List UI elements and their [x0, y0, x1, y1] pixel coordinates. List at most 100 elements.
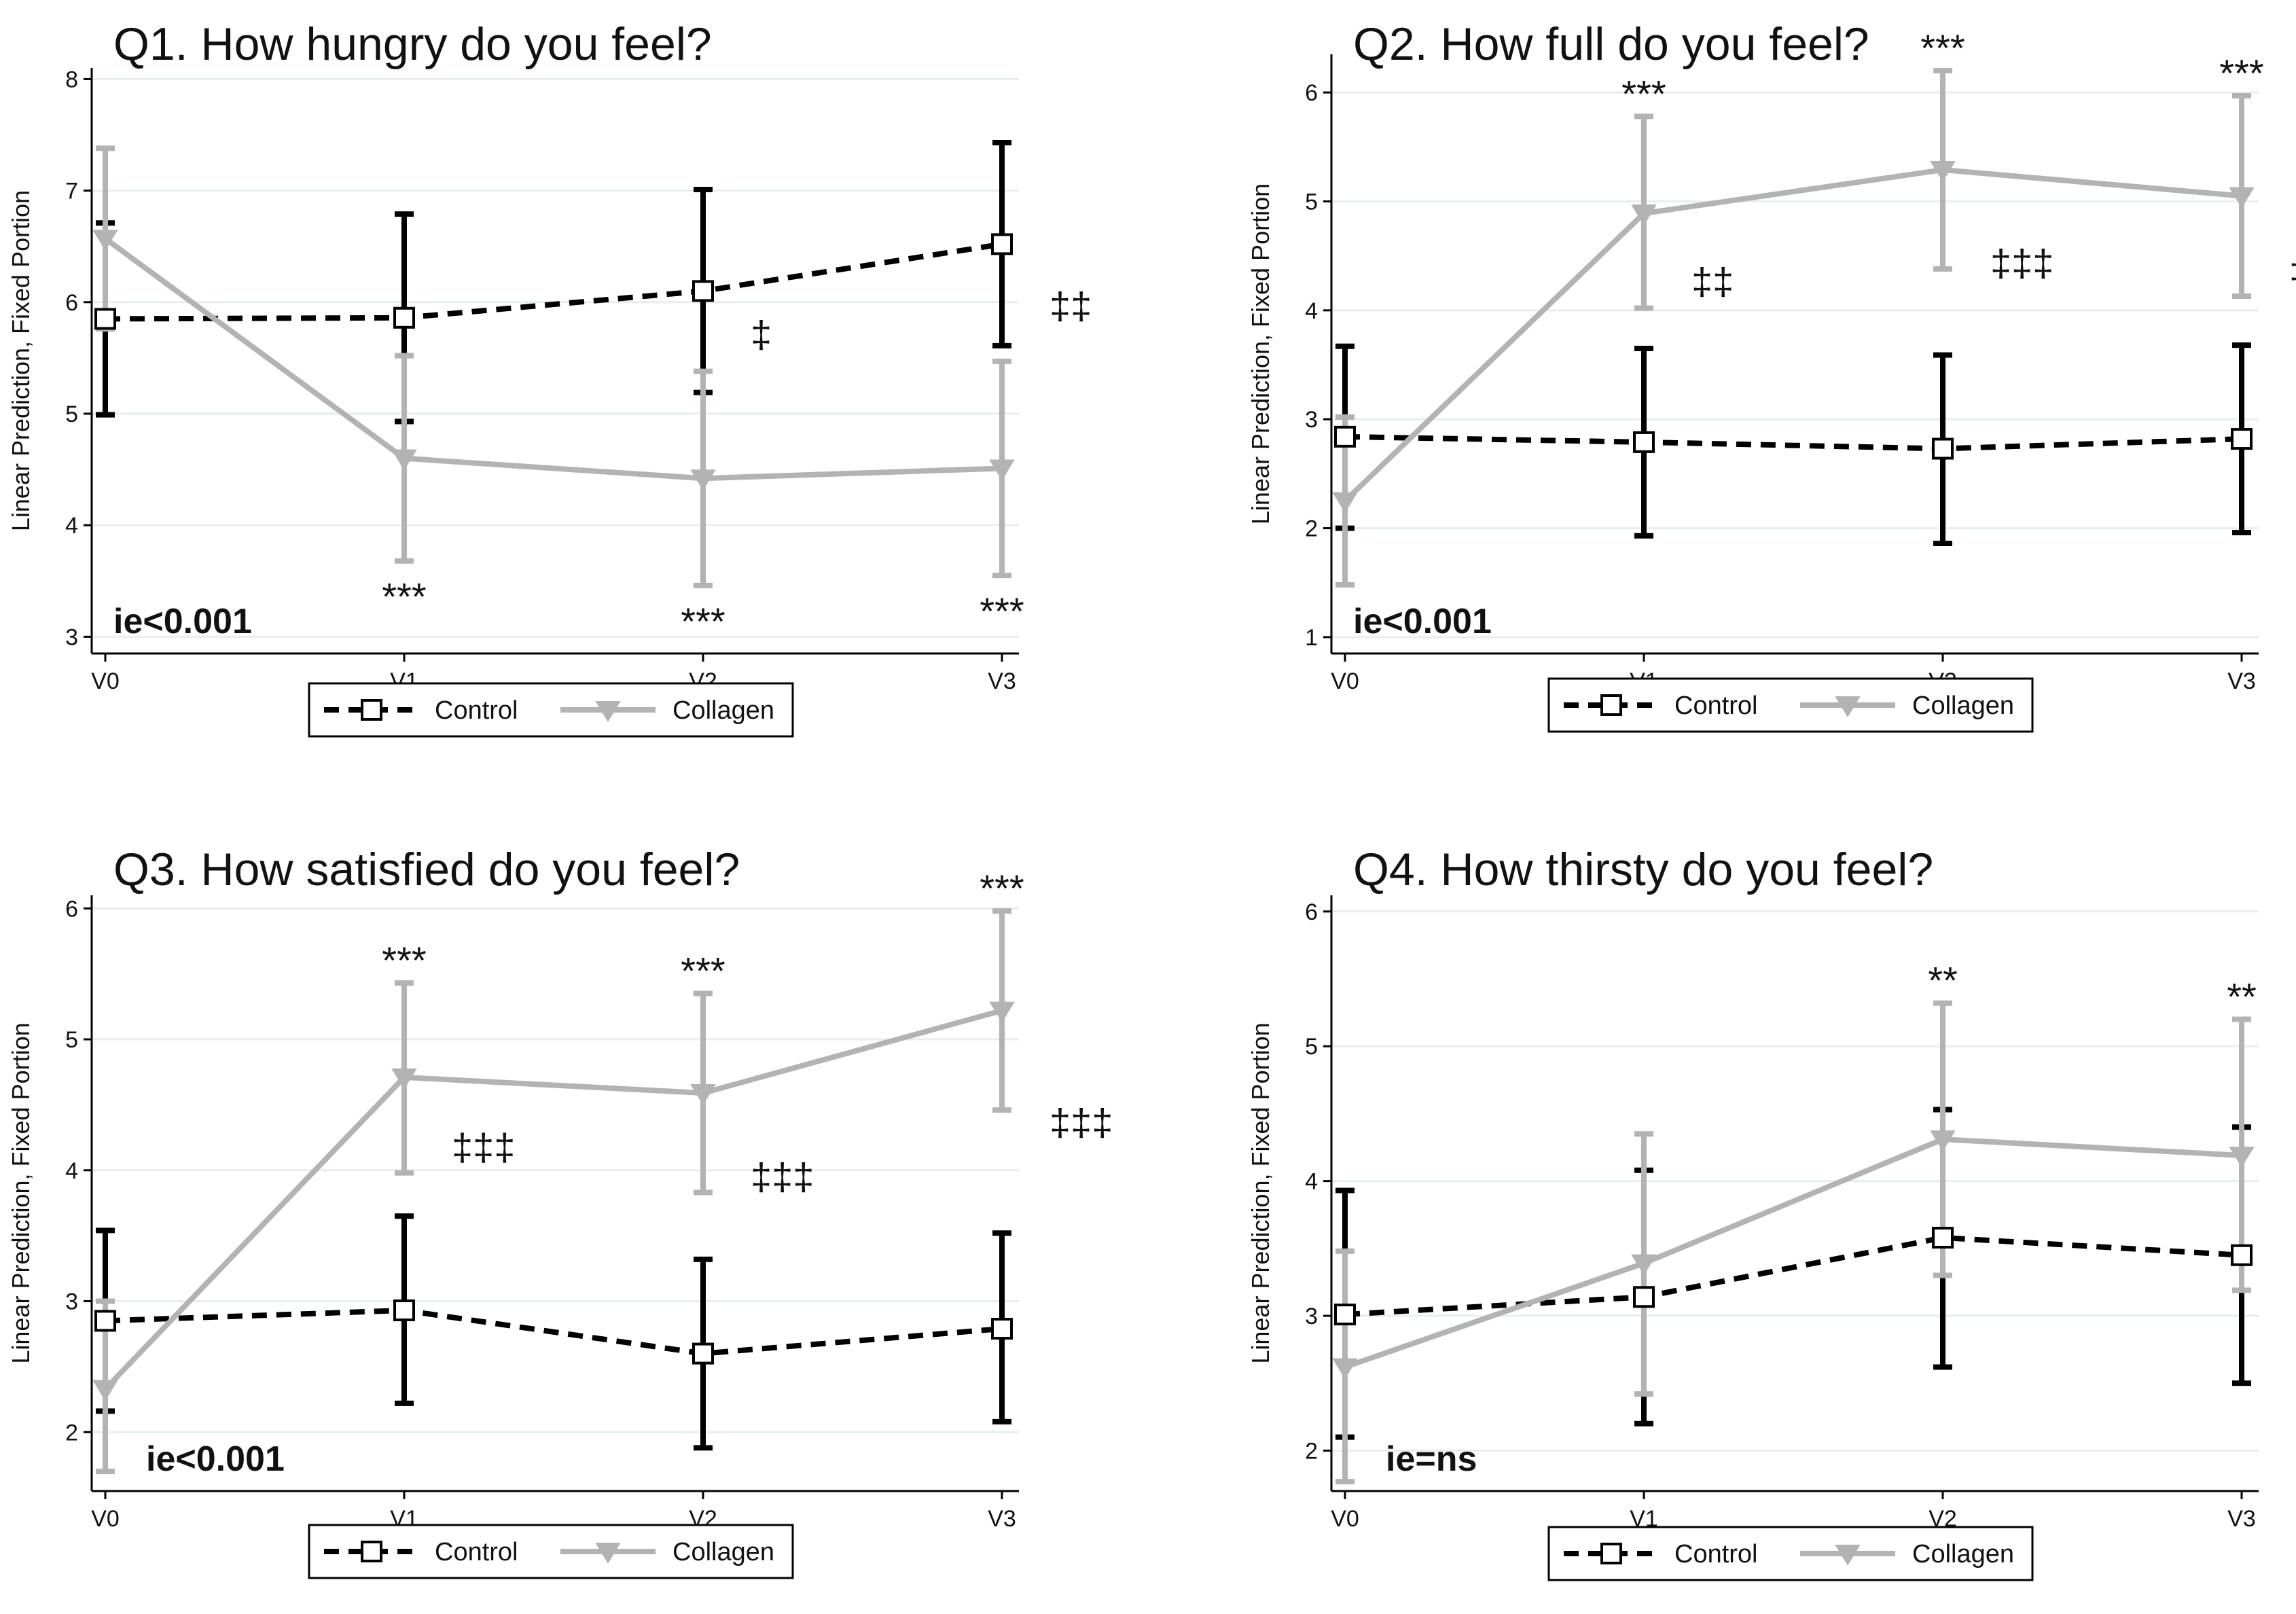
interaction-effect-label: ie<0.001: [1353, 602, 1492, 641]
panel-q3-satisfied: Q3. How satisfied do you feel? Linear Pre…: [7, 844, 1113, 1579]
y-tick-label: 5: [1305, 189, 1318, 215]
y-tick-label: 6: [65, 896, 78, 922]
legend-control-marker: [361, 699, 382, 721]
control-point: [991, 1317, 1013, 1340]
significance-stars: ***: [681, 950, 725, 992]
control-point: [692, 1342, 714, 1365]
control-series-line: [105, 241, 1003, 322]
significance-stars: ***: [1920, 26, 1965, 69]
y-tick-label: 2: [1305, 1438, 1318, 1464]
group-difference-daggers: ‡‡‡: [751, 1155, 814, 1198]
legend-collagen-label: Collagen: [672, 1538, 774, 1566]
legend-collagen-label: Collagen: [672, 696, 774, 725]
y-tick-label: 4: [1305, 298, 1318, 324]
group-difference-daggers: ‡: [751, 313, 772, 356]
x-tick-label: V3: [988, 668, 1016, 694]
x-tick-label: V0: [1331, 668, 1359, 694]
collagen-point: [690, 469, 716, 491]
legend-control-marker: [1600, 694, 1622, 716]
collagen-series-line: [103, 236, 1003, 482]
y-axis-label: Linear Prediction, Fixed Portion: [1246, 183, 1274, 524]
legend-control-marker: [1600, 1543, 1622, 1564]
collagen-point: [1930, 160, 1956, 182]
control-series-line: [1344, 433, 2242, 452]
y-tick-label: 3: [65, 624, 78, 650]
y-tick-label: 6: [1305, 80, 1318, 106]
legend-box: [308, 1524, 794, 1579]
control-point: [991, 233, 1013, 255]
collagen-point: [1332, 1358, 1358, 1380]
control-series-line: [105, 1307, 1003, 1357]
legend-control-label: Control: [1674, 1540, 1758, 1568]
collagen-point: [92, 1380, 118, 1401]
y-axis-label: Linear Prediction, Fixed Portion: [7, 190, 35, 531]
collagen-series-line: [1344, 1136, 2242, 1370]
y-tick-label: 2: [65, 1420, 78, 1446]
significance-stars: ***: [382, 939, 426, 982]
control-point: [94, 308, 116, 330]
significance-stars: ***: [2219, 52, 2263, 94]
legend-box: [1547, 677, 2034, 733]
y-tick-label: 7: [65, 179, 78, 204]
collagen-point: [2229, 187, 2255, 209]
collagen-point: [1332, 492, 1358, 514]
group-difference-daggers: ‡‡: [1050, 285, 1092, 327]
collagen-point: [92, 230, 118, 251]
y-tick-label: 6: [65, 290, 78, 316]
interaction-effect-label: ie=ns: [1386, 1439, 1477, 1479]
group-difference-daggers: ‡‡: [1691, 260, 1734, 303]
legend-control-label: Control: [1674, 692, 1758, 720]
panel-q4-thirsty: Q4. How thirsty do you feel? Linear Predi…: [1246, 844, 2259, 1581]
y-axis-label: Linear Prediction, Fixed Portion: [7, 1022, 35, 1363]
control-point: [393, 306, 415, 329]
x-tick-label: V0: [91, 668, 120, 694]
interaction-effect-label: ie<0.001: [146, 1439, 285, 1479]
y-tick-label: 1: [1305, 625, 1318, 651]
collagen-point: [391, 449, 417, 471]
y-tick-label: 4: [1305, 1169, 1318, 1195]
collagen-point: [1631, 1254, 1657, 1276]
group-difference-daggers: ‡‡‡: [1990, 241, 2053, 284]
legend-collagen-label: Collagen: [1912, 692, 2014, 720]
y-tick-label: 4: [65, 1158, 78, 1184]
control-point: [2231, 428, 2253, 450]
legend-control-label: Control: [435, 696, 518, 725]
legend-collagen-marker: [595, 701, 621, 722]
panel-q2-full: Q2. How full do you feel? Linear Predicti…: [1246, 18, 2296, 733]
collagen-point: [989, 1001, 1015, 1023]
chart-title: Q2. How full do you feel?: [1353, 18, 1869, 70]
significance-stars: ***: [1621, 72, 1666, 115]
collagen-point: [1930, 1130, 1956, 1152]
y-tick-label: 5: [1305, 1034, 1318, 1060]
y-axis-label: Linear Prediction, Fixed Portion: [1246, 1022, 1274, 1363]
control-point: [1633, 1286, 1655, 1308]
y-tick-label: 5: [65, 1027, 78, 1053]
collagen-point: [989, 459, 1015, 481]
y-tick-label: 6: [1305, 899, 1318, 925]
control-point: [2231, 1244, 2253, 1266]
collagen-point: [1631, 204, 1657, 226]
x-tick-label: V3: [2227, 1506, 2256, 1532]
control-series-line: [1344, 1234, 2242, 1318]
collagen-series-line: [1343, 166, 2242, 503]
significance-stars: **: [1928, 959, 1958, 1002]
control-point: [1932, 437, 1954, 460]
group-difference-daggers: ‡‡‡: [452, 1126, 515, 1168]
y-tick-label: 3: [1305, 1304, 1318, 1329]
control-point: [1633, 431, 1655, 453]
collagen-point: [690, 1084, 716, 1105]
significance-stars: ***: [681, 600, 725, 643]
significance-stars: ***: [980, 867, 1024, 910]
chart-title: Q4. How thirsty do you feel?: [1353, 844, 1933, 895]
legend-box: [308, 682, 794, 738]
legend-control-label: Control: [435, 1538, 518, 1566]
panel-q1-hungry: Q1. How hungry do you feel? Linear Predic…: [7, 18, 1092, 738]
x-tick-label: V0: [1331, 1506, 1359, 1532]
legend-box: [1547, 1526, 2034, 1581]
control-point: [1932, 1226, 1954, 1249]
legend-collagen-marker: [1835, 696, 1861, 717]
control-point: [1334, 425, 1356, 448]
group-difference-daggers: ‡‡‡: [1050, 1100, 1113, 1143]
x-tick-label: V3: [988, 1506, 1016, 1532]
